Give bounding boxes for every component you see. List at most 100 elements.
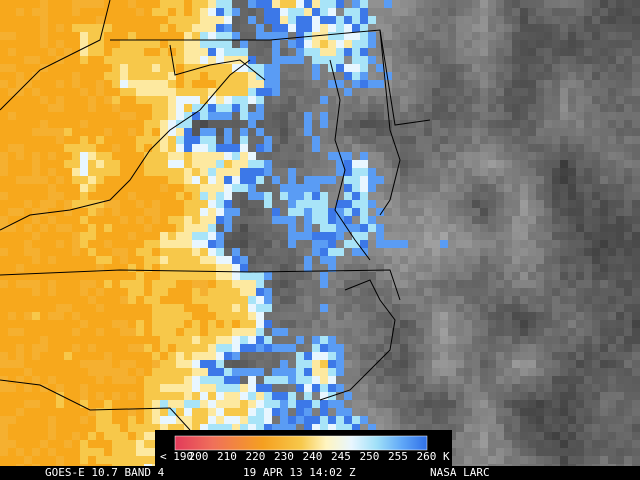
pixel <box>480 416 488 424</box>
pixel <box>520 240 528 248</box>
pixel <box>104 352 112 360</box>
pixel <box>368 56 376 64</box>
pixel <box>208 240 216 248</box>
pixel <box>552 112 560 120</box>
pixel <box>144 80 152 88</box>
pixel <box>104 288 112 296</box>
pixel <box>376 160 384 168</box>
pixel <box>272 80 280 88</box>
pixel <box>224 248 232 256</box>
pixel <box>160 288 168 296</box>
pixel <box>112 424 120 432</box>
pixel <box>608 96 616 104</box>
pixel <box>8 8 16 16</box>
pixel <box>96 168 104 176</box>
pixel <box>88 32 96 40</box>
pixel <box>264 272 272 280</box>
pixel <box>176 200 184 208</box>
pixel <box>456 288 464 296</box>
pixel <box>216 288 224 296</box>
pixel <box>72 440 80 448</box>
pixel <box>360 264 368 272</box>
pixel <box>320 168 328 176</box>
pixel <box>368 240 376 248</box>
pixel <box>584 320 592 328</box>
pixel <box>56 136 64 144</box>
pixel <box>176 24 184 32</box>
pixel <box>96 264 104 272</box>
pixel <box>336 360 344 368</box>
pixel <box>264 48 272 56</box>
pixel <box>48 400 56 408</box>
pixel <box>144 136 152 144</box>
pixel <box>632 248 640 256</box>
pixel <box>216 416 224 424</box>
pixel <box>0 200 8 208</box>
pixel <box>544 424 552 432</box>
pixel <box>120 368 128 376</box>
pixel <box>184 96 192 104</box>
pixel <box>112 32 120 40</box>
pixel <box>88 440 96 448</box>
pixel <box>600 48 608 56</box>
pixel <box>96 296 104 304</box>
pixel <box>624 312 632 320</box>
pixel <box>128 152 136 160</box>
pixel <box>208 216 216 224</box>
pixel <box>320 336 328 344</box>
pixel <box>8 312 16 320</box>
pixel <box>296 160 304 168</box>
pixel <box>208 128 216 136</box>
pixel <box>208 296 216 304</box>
pixel <box>192 48 200 56</box>
pixel <box>72 104 80 112</box>
pixel <box>40 216 48 224</box>
pixel <box>600 368 608 376</box>
pixel <box>600 336 608 344</box>
pixel <box>352 248 360 256</box>
pixel <box>192 384 200 392</box>
pixel <box>136 120 144 128</box>
pixel <box>296 376 304 384</box>
pixel <box>152 80 160 88</box>
pixel <box>80 152 88 160</box>
pixel <box>384 144 392 152</box>
pixel <box>536 40 544 48</box>
pixel <box>224 80 232 88</box>
pixel <box>448 152 456 160</box>
pixel <box>464 360 472 368</box>
pixel <box>544 376 552 384</box>
pixel <box>240 0 248 8</box>
pixel <box>432 376 440 384</box>
pixel <box>272 56 280 64</box>
pixel <box>152 384 160 392</box>
pixel <box>0 216 8 224</box>
pixel <box>48 328 56 336</box>
pixel <box>192 296 200 304</box>
pixel <box>224 320 232 328</box>
pixel <box>360 256 368 264</box>
pixel <box>280 376 288 384</box>
pixel <box>632 280 640 288</box>
pixel <box>592 288 600 296</box>
pixel <box>248 120 256 128</box>
pixel <box>408 328 416 336</box>
pixel <box>128 368 136 376</box>
pixel <box>280 384 288 392</box>
pixel <box>152 104 160 112</box>
pixel <box>160 32 168 40</box>
pixel <box>456 216 464 224</box>
pixel <box>184 16 192 24</box>
pixel <box>376 328 384 336</box>
pixel <box>600 24 608 32</box>
pixel <box>96 16 104 24</box>
pixel <box>520 72 528 80</box>
pixel <box>632 264 640 272</box>
pixel <box>456 56 464 64</box>
pixel <box>208 160 216 168</box>
pixel <box>496 120 504 128</box>
pixel <box>432 96 440 104</box>
pixel <box>152 224 160 232</box>
pixel <box>560 0 568 8</box>
pixel <box>136 312 144 320</box>
